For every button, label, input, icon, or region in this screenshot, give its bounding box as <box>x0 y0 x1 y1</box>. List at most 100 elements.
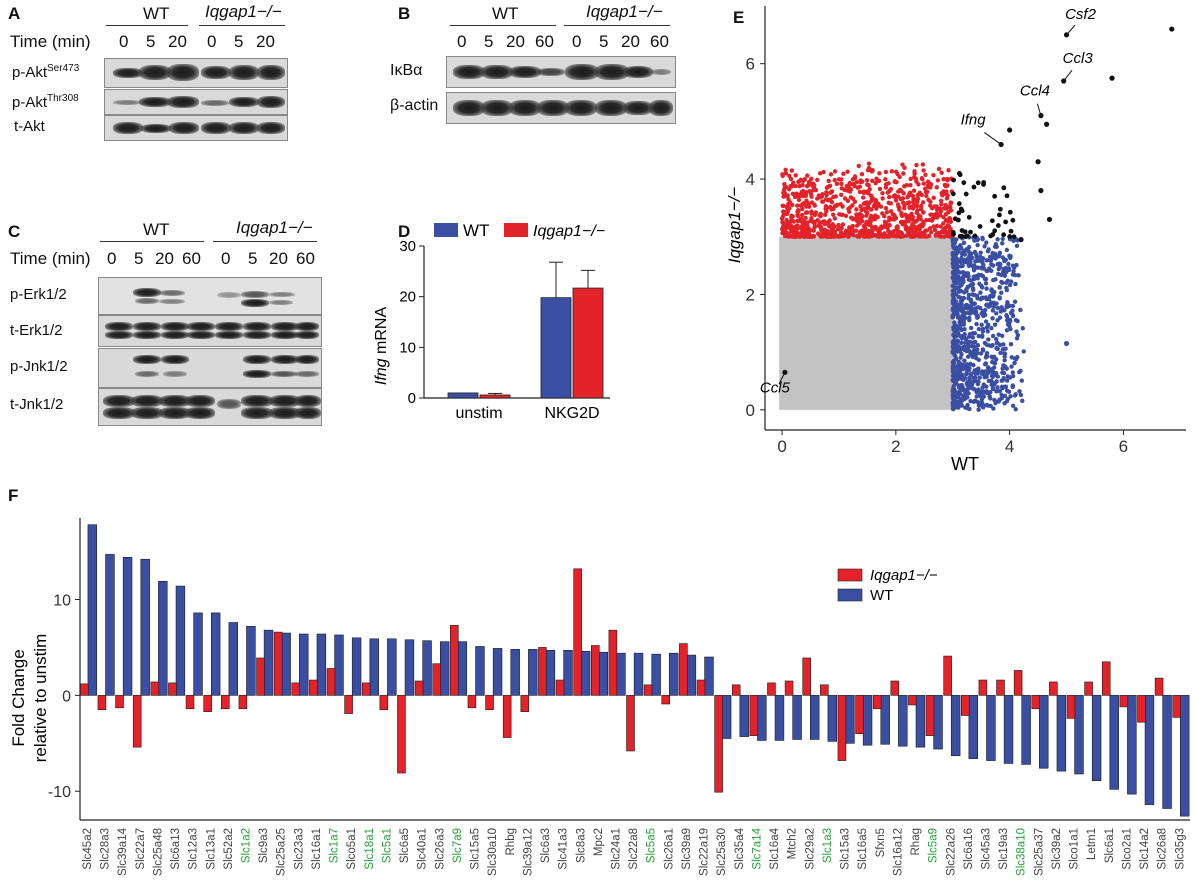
panel-a-time: 20 <box>256 32 275 51</box>
scatter-point <box>833 203 839 209</box>
scatter-point <box>1044 121 1050 127</box>
scatter-point <box>987 303 993 309</box>
scatter-point <box>950 313 955 318</box>
bar-ko <box>1013 670 1023 696</box>
scatter-point <box>964 288 969 294</box>
scatter-point <box>815 218 820 223</box>
x-category-label: Slc12a3 <box>188 828 200 870</box>
x-category-label: Slc6a13 <box>170 828 182 870</box>
scatter-point <box>974 255 980 260</box>
bar-ko <box>150 681 160 696</box>
bar-wt <box>404 639 415 696</box>
scatter-point <box>960 384 965 389</box>
gene-label-leader <box>778 372 786 385</box>
scatter-point <box>858 204 863 209</box>
panel-c-row-label: t-Erk1/2 <box>10 322 63 339</box>
scatter-point <box>959 352 964 357</box>
panel-c-letter: C <box>8 222 21 241</box>
scatter-point <box>866 165 872 171</box>
scatter-point <box>966 244 972 250</box>
scatter-point <box>966 354 971 359</box>
scatter-point <box>928 182 934 187</box>
x-category-label: Slc28a3 <box>100 828 112 870</box>
scatter-point <box>885 190 891 195</box>
scatter-point <box>968 297 974 303</box>
panel-a-row-label: t-Akt <box>14 118 45 135</box>
scatter-point <box>945 223 950 228</box>
bar-wt <box>616 652 626 696</box>
scatter-point <box>975 350 980 356</box>
bar-wt <box>263 629 274 696</box>
panel-a-time: 5 <box>146 32 156 51</box>
bar-wt <box>422 640 432 696</box>
panel-d-letter: D <box>398 222 411 241</box>
scatter-point <box>892 179 898 184</box>
scatter-point <box>882 219 888 225</box>
scatter-point <box>960 274 966 280</box>
scatter-point <box>1001 185 1007 191</box>
scatter-point <box>815 177 820 183</box>
bar-wt <box>968 695 978 759</box>
scatter-point <box>988 396 993 401</box>
x-tick-label: 2 <box>891 437 900 456</box>
scatter-point <box>988 389 993 395</box>
scatter-point <box>924 217 929 223</box>
scatter-point <box>968 278 974 283</box>
scatter-point <box>955 315 961 320</box>
scatter-point <box>1003 219 1009 225</box>
scatter-point <box>809 194 814 199</box>
panel-b-blot-ikba <box>446 56 676 88</box>
scatter-point <box>974 394 979 399</box>
scatter-point <box>1004 285 1009 291</box>
scatter-point <box>805 220 810 226</box>
scatter-point <box>957 361 962 367</box>
bar-ko <box>996 679 1005 696</box>
panel-a-wt-underline <box>106 25 188 26</box>
scatter-point <box>787 187 792 192</box>
scatter-point <box>810 183 815 188</box>
scatter-point <box>1035 159 1041 165</box>
scatter-point <box>992 193 998 199</box>
scatter-point <box>801 225 807 230</box>
bar-ko <box>749 695 759 736</box>
scatter-point <box>959 278 964 283</box>
scatter-point <box>1013 281 1018 287</box>
y-tick-label: 0 <box>62 688 71 705</box>
scatter-point <box>951 325 956 330</box>
panel-c-ko-underline <box>213 241 317 242</box>
scatter-point <box>897 174 902 180</box>
scatter-point <box>791 180 796 185</box>
scatter-point <box>786 197 791 202</box>
scatter-point <box>980 369 985 374</box>
scatter-point <box>787 225 793 230</box>
scatter-point <box>989 343 994 349</box>
x-category-label: Slc5a1 <box>381 828 393 863</box>
x-category-label: Slc14a2 <box>1139 828 1151 870</box>
scatter-point <box>799 217 804 222</box>
scatter-point <box>812 212 818 218</box>
scatter-point <box>866 161 872 166</box>
scatter-point <box>996 266 1001 272</box>
scatter-point <box>983 355 989 360</box>
scatter-point <box>972 266 977 272</box>
scatter-point <box>883 177 888 182</box>
panel-a-time: 0 <box>119 32 129 51</box>
scatter-point <box>969 302 974 307</box>
scatter-point <box>957 324 963 329</box>
bar-wt <box>299 633 309 696</box>
scatter-point <box>848 181 854 187</box>
scatter-point <box>850 223 855 229</box>
scatter-point <box>958 243 963 248</box>
scatter-point <box>986 296 992 302</box>
panel-c-group-ko: Iqgap1−/− <box>236 218 313 237</box>
scatter-point <box>882 234 887 239</box>
bar-wt <box>1162 695 1172 809</box>
bar-wt <box>105 554 115 696</box>
scatter-point <box>995 305 1001 311</box>
bar-wt <box>580 650 591 696</box>
scatter-point <box>984 286 989 291</box>
panel-c-blot-perk <box>98 277 322 315</box>
scatter-point <box>1002 308 1007 313</box>
scatter-point <box>974 367 980 372</box>
bar-ko <box>943 655 952 696</box>
